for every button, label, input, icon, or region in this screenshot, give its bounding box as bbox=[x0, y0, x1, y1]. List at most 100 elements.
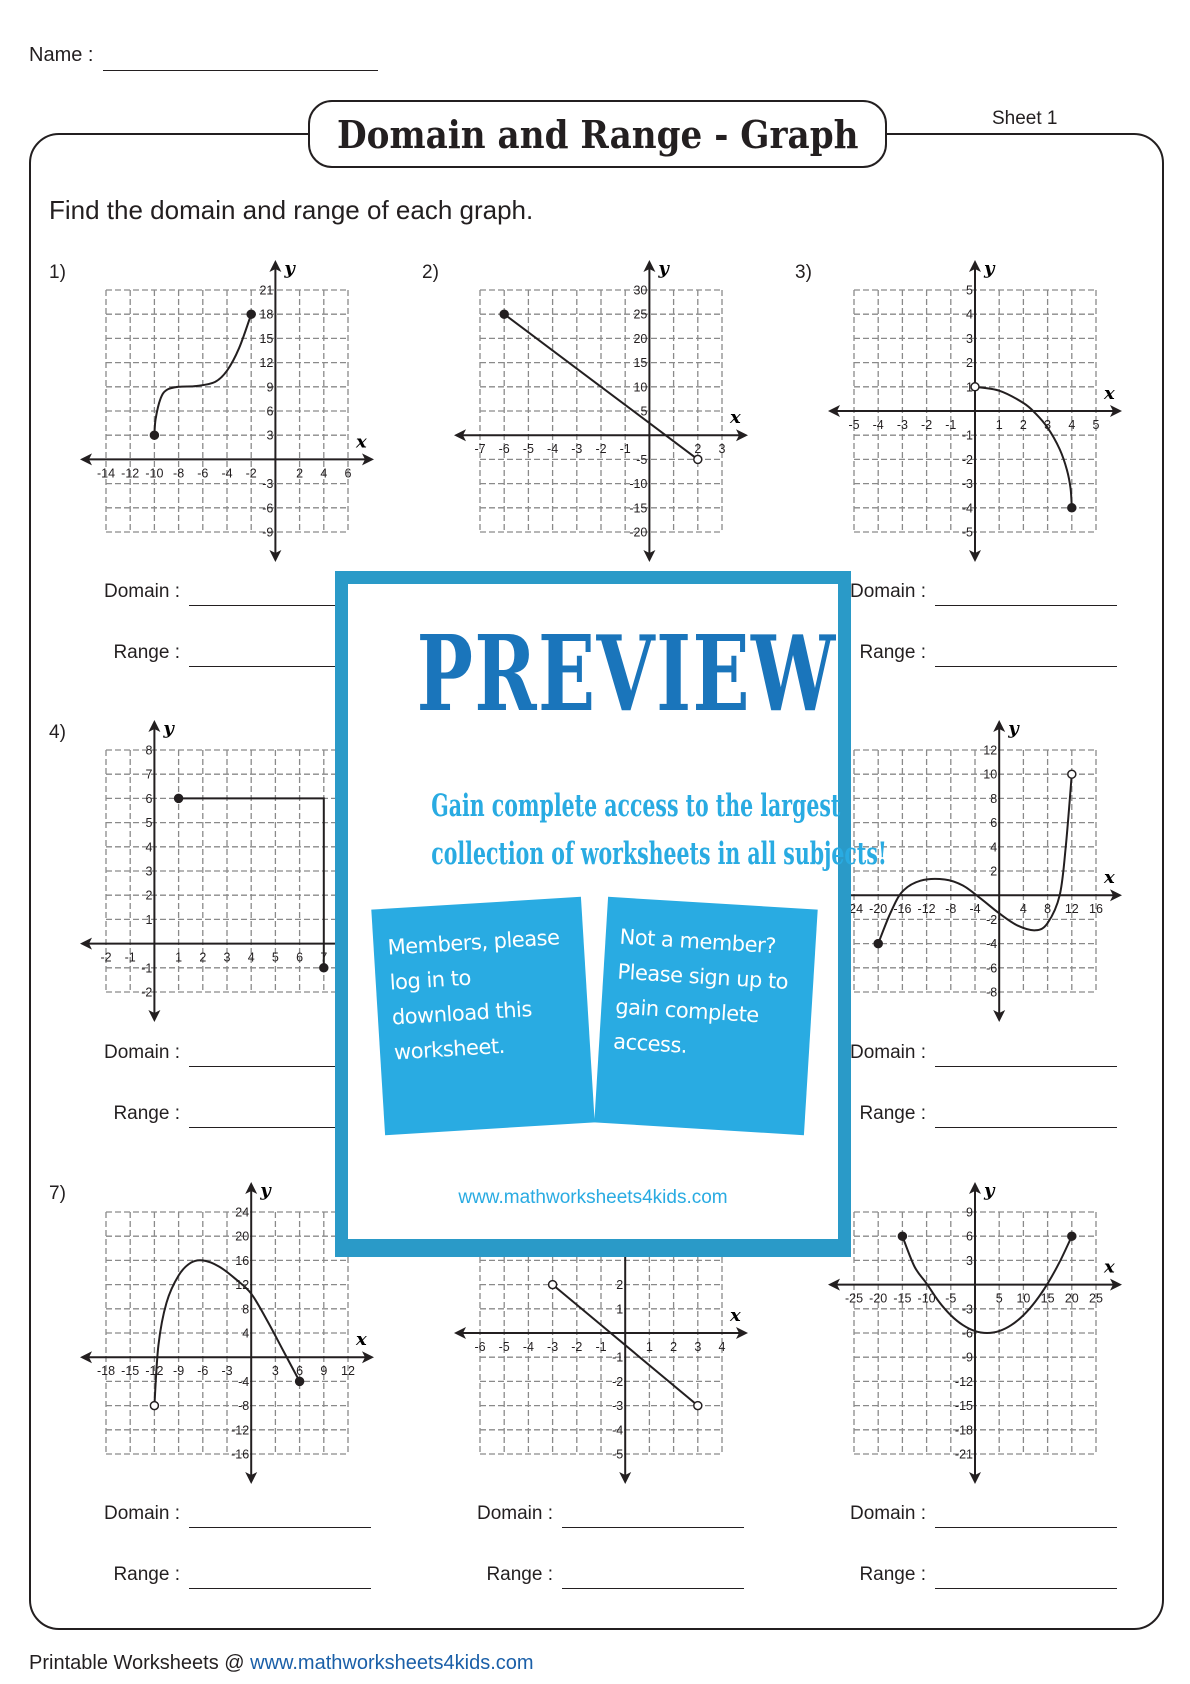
arrow-down-icon bbox=[619, 1472, 632, 1484]
x-tick-label: -18 bbox=[97, 1364, 115, 1378]
y-tick-label: 12 bbox=[983, 744, 997, 758]
y-tick-label: -9 bbox=[962, 1351, 973, 1365]
x-tick-label: -2 bbox=[571, 1340, 582, 1354]
domain-answer-field[interactable] bbox=[189, 605, 371, 606]
y-tick-label: -1 bbox=[962, 429, 973, 443]
range-label: Range : bbox=[859, 1103, 926, 1124]
y-tick-label: 5 bbox=[145, 816, 152, 830]
arrow-right-icon bbox=[1110, 889, 1122, 902]
name-label: Name : bbox=[29, 44, 94, 66]
y-tick-label: 1 bbox=[145, 913, 152, 927]
domain-answer-field[interactable] bbox=[189, 1066, 371, 1067]
x-tick-label: 3 bbox=[272, 1364, 279, 1378]
domain-answer-field[interactable] bbox=[935, 1527, 1117, 1528]
x-tick-label: -2 bbox=[246, 466, 257, 480]
arrow-left-icon bbox=[828, 405, 840, 417]
y-axis-label: y bbox=[283, 258, 296, 279]
x-tick-label: 5 bbox=[996, 1292, 1003, 1306]
y-tick-label: 6 bbox=[145, 792, 152, 806]
x-axis-label: x bbox=[729, 1305, 741, 1326]
x-tick-label: -6 bbox=[474, 1340, 485, 1354]
x-tick-label: -16 bbox=[893, 902, 911, 916]
y-tick-label: -16 bbox=[231, 1448, 249, 1462]
domain-answer-field[interactable] bbox=[189, 1527, 371, 1528]
x-tick-label: -15 bbox=[121, 1364, 139, 1378]
closed-endpoint bbox=[149, 430, 160, 440]
domain-answer-field[interactable] bbox=[562, 1527, 744, 1528]
x-tick-label: -5 bbox=[848, 418, 859, 432]
graph-curve bbox=[551, 1283, 699, 1407]
range-answer-field[interactable] bbox=[935, 1588, 1117, 1589]
range-answer-field[interactable] bbox=[189, 1127, 371, 1128]
x-tick-label: -1 bbox=[945, 418, 956, 432]
x-tick-label: 5 bbox=[272, 951, 279, 965]
arrow-up-icon bbox=[245, 1182, 258, 1194]
y-tick-label: -10 bbox=[629, 477, 647, 491]
x-tick-label: -14 bbox=[97, 466, 115, 480]
y-tick-label: -2 bbox=[962, 453, 973, 467]
x-tick-label: 4 bbox=[719, 1340, 726, 1354]
arrow-left-icon bbox=[80, 1351, 92, 1364]
range-answer-field[interactable] bbox=[562, 1588, 744, 1589]
arrow-left-icon bbox=[828, 1278, 840, 1291]
x-tick-label: -12 bbox=[918, 902, 936, 916]
y-tick-label: -20 bbox=[629, 526, 647, 540]
y-tick-label: -12 bbox=[231, 1423, 249, 1437]
range-answer-field[interactable] bbox=[189, 1588, 371, 1589]
x-tick-label: -6 bbox=[197, 466, 208, 480]
range-answer-field[interactable] bbox=[935, 1127, 1117, 1128]
domain-label: Domain : bbox=[103, 1042, 180, 1063]
open-endpoint bbox=[1067, 769, 1077, 779]
x-tick-label: -12 bbox=[121, 466, 139, 480]
range-label: Range : bbox=[113, 1103, 180, 1124]
domain-answer-field[interactable] bbox=[935, 605, 1117, 606]
x-tick-label: 3 bbox=[1044, 418, 1051, 432]
members-login-card[interactable]: Members, please log in to download this … bbox=[371, 896, 595, 1136]
problem-number: 2) bbox=[422, 262, 439, 283]
closed-endpoint bbox=[499, 309, 509, 319]
x-tick-label: -6 bbox=[499, 442, 510, 456]
x-tick-label: 2 bbox=[199, 951, 206, 965]
y-tick-label: 5 bbox=[640, 405, 647, 419]
y-tick-label: 18 bbox=[259, 308, 273, 322]
signup-card[interactable]: Not a member? Please sign up to gain com… bbox=[594, 896, 818, 1136]
promo-line-2: collection of worksheets in all subjects… bbox=[431, 836, 887, 872]
range-answer-field[interactable] bbox=[935, 666, 1117, 667]
instruction: Find the domain and range of each graph. bbox=[49, 195, 534, 225]
domain-answer-field[interactable] bbox=[935, 1066, 1117, 1067]
arrow-down-icon bbox=[993, 1010, 1006, 1022]
range-answer-field[interactable] bbox=[189, 666, 371, 667]
x-tick-label: -8 bbox=[945, 902, 956, 916]
x-axis-label: x bbox=[1103, 1257, 1115, 1278]
x-tick-label: 10 bbox=[1016, 1292, 1030, 1306]
open-endpoint bbox=[547, 1279, 558, 1290]
x-tick-label: -1 bbox=[125, 951, 136, 965]
footer-link[interactable]: www.mathworksheets4kids.com bbox=[250, 1652, 534, 1674]
range-label: Range : bbox=[113, 1564, 180, 1585]
x-tick-label: -4 bbox=[523, 1340, 534, 1354]
page-title: Domain and Range - Graph bbox=[336, 111, 859, 157]
domain-label: Domain : bbox=[103, 581, 180, 602]
x-tick-label: 6 bbox=[296, 951, 303, 965]
range-label: Range : bbox=[486, 1564, 553, 1585]
arrow-down-icon bbox=[245, 1472, 258, 1484]
site-link[interactable]: www.mathworksheets4kids.com bbox=[458, 1187, 728, 1208]
y-tick-label: -2 bbox=[141, 986, 152, 1000]
name-field[interactable] bbox=[103, 70, 378, 71]
closed-endpoint bbox=[897, 1231, 908, 1241]
arrow-right-icon bbox=[736, 429, 748, 442]
x-tick-label: -2 bbox=[921, 418, 932, 432]
arrow-down-icon bbox=[969, 1472, 981, 1484]
arrow-up-icon bbox=[643, 260, 656, 272]
y-axis-label: y bbox=[1007, 718, 1020, 739]
x-tick-label: -3 bbox=[221, 1364, 232, 1378]
y-tick-label: 1 bbox=[966, 380, 973, 394]
x-tick-label: -3 bbox=[547, 1340, 558, 1354]
y-tick-label: -1 bbox=[612, 1351, 623, 1365]
graph-3: x y -5 -4 -3 -2 -1 1 2 3 4 5 5 4 3 2 1 -1 -2 -3 -4 -5 bbox=[828, 258, 1122, 562]
x-axis-label: x bbox=[729, 407, 741, 428]
arrow-right-icon bbox=[1110, 405, 1122, 417]
x-tick-label: 6 bbox=[345, 466, 352, 480]
